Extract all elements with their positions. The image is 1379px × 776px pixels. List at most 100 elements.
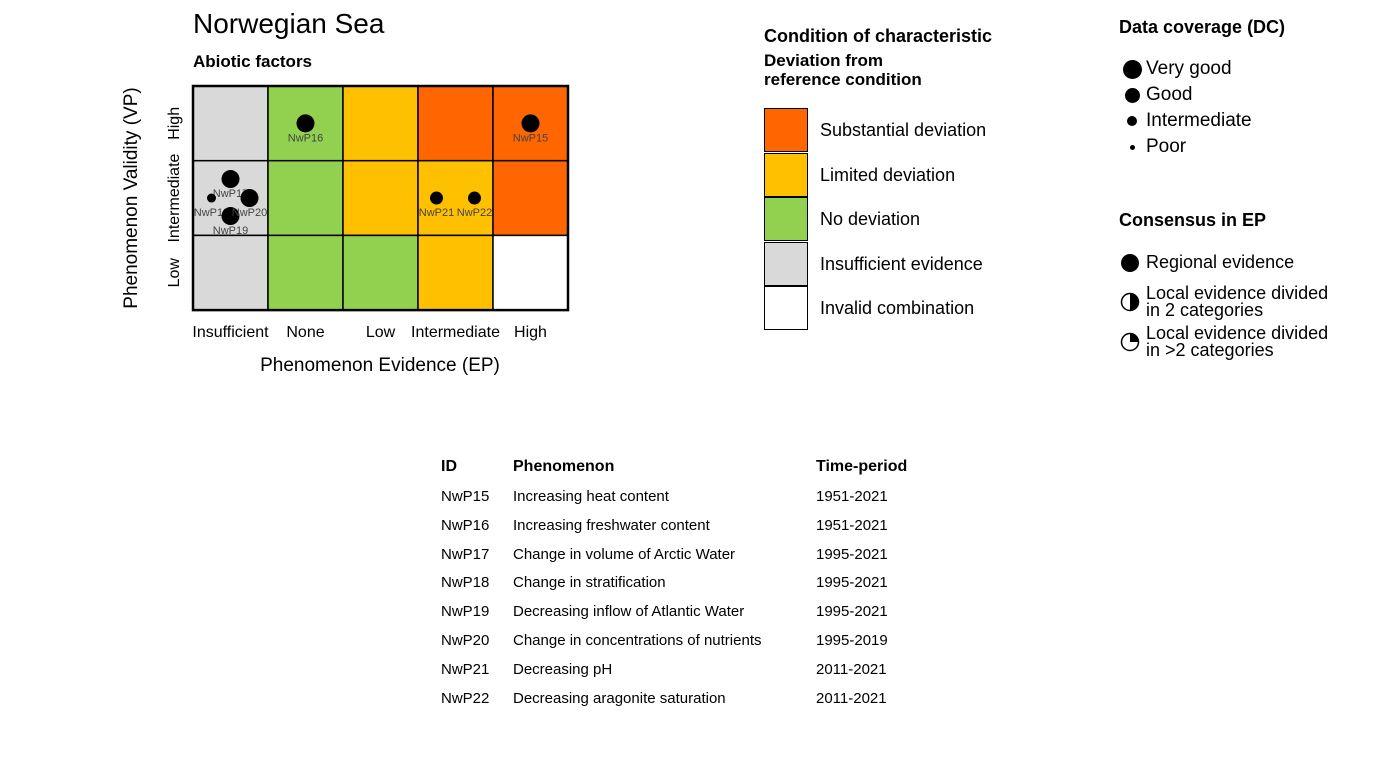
table-cell-id: NwP21 bbox=[441, 660, 490, 678]
dc-item-very-good: Very good bbox=[1120, 58, 1232, 80]
legend-swatch bbox=[764, 152, 808, 197]
table-cell-phenomenon: Decreasing inflow of Atlantic Water bbox=[513, 603, 745, 621]
data-point-NwP19 bbox=[221, 207, 240, 226]
y-axis-label: Phenomenon Validity (VP) bbox=[121, 87, 142, 308]
table-cell-time-period: 1995-2021 bbox=[816, 574, 888, 592]
table-cell-id: NwP15 bbox=[441, 488, 490, 505]
dc-item-good: Good bbox=[1120, 84, 1192, 106]
data-point-label: NwP16 bbox=[288, 132, 323, 144]
table-cell-phenomenon: Change in stratification bbox=[513, 574, 666, 592]
data-point-NwP17 bbox=[221, 170, 240, 189]
dc-label: Very good bbox=[1146, 58, 1232, 79]
table-cell-time-period: 1951-2021 bbox=[816, 516, 888, 534]
matrix-cell bbox=[342, 159, 419, 237]
data-point-NwP16 bbox=[296, 114, 315, 133]
matrix-cell bbox=[492, 234, 569, 311]
dc-legend-title: Data coverage (DC) bbox=[1119, 17, 1286, 37]
consensus-item-more: Local evidence divided in >2 categories bbox=[1120, 323, 1329, 360]
table-cell-time-period: 2011-2021 bbox=[816, 689, 887, 707]
matrix-cell bbox=[342, 85, 419, 162]
chart-title: Norwegian Sea bbox=[193, 8, 385, 39]
dc-item-intermediate: Intermediate bbox=[1120, 110, 1252, 132]
consensus-label: Regional evidence bbox=[1146, 252, 1295, 272]
data-point-NwP21 bbox=[430, 191, 443, 205]
data-point-NwP20 bbox=[240, 189, 259, 208]
legend-label: Invalid combination bbox=[820, 298, 975, 319]
full-circle-icon bbox=[1121, 253, 1139, 272]
data-point-NwP22 bbox=[468, 191, 481, 205]
matrix-cell bbox=[417, 234, 494, 311]
x-tick-label: Intermediate bbox=[411, 324, 500, 341]
x-tick-label: None bbox=[286, 324, 324, 341]
good-dot-icon bbox=[1124, 87, 1140, 103]
matrix-cell bbox=[342, 234, 419, 311]
matrix-cell bbox=[417, 85, 494, 162]
data-point-label: NwP21 bbox=[419, 207, 454, 219]
y-tick-label: Intermediate bbox=[166, 153, 183, 242]
table-cell-id: NwP18 bbox=[441, 574, 490, 592]
y-tick-label: Low bbox=[166, 258, 183, 288]
data-point-label: NwP22 bbox=[457, 207, 492, 219]
legend-label: Insufficient evidence bbox=[820, 253, 983, 274]
table-cell-phenomenon: Decreasing pH bbox=[513, 660, 613, 678]
x-axis-label: Phenomenon Evidence (EP) bbox=[260, 355, 500, 376]
data-point-label: NwP17 bbox=[213, 188, 248, 200]
quarter-circle-icon bbox=[1120, 332, 1140, 352]
consensus-label: Local evidence divided bbox=[1146, 283, 1329, 303]
table-cell-id: NwP20 bbox=[441, 632, 490, 649]
x-tick-label: Low bbox=[366, 324, 396, 341]
table-cell-phenomenon: Change in volume of Arctic Water bbox=[513, 545, 736, 563]
legend-label: No deviation bbox=[820, 209, 921, 230]
table-cell-id: NwP22 bbox=[441, 689, 490, 707]
x-tick-label: Insufficient bbox=[192, 324, 269, 341]
table-cell-phenomenon: Increasing freshwater content bbox=[513, 516, 710, 534]
condition-legend-title: Condition of characteristic bbox=[764, 26, 993, 46]
half-circle-icon bbox=[1120, 292, 1140, 312]
intermediate-dot-icon bbox=[1127, 116, 1137, 126]
legend-swatch bbox=[764, 241, 808, 286]
consensus-item-two: Local evidence divided in 2 categories bbox=[1120, 283, 1329, 320]
legend-swatch bbox=[764, 197, 808, 242]
dc-label: Poor bbox=[1146, 136, 1187, 157]
consensus-item-regional: Regional evidence bbox=[1120, 252, 1294, 273]
data-point-label: NwP20 bbox=[232, 207, 267, 219]
y-tick-label: High bbox=[166, 107, 183, 140]
table-cell-id: NwP17 bbox=[441, 545, 490, 563]
data-point-NwP18 bbox=[207, 193, 216, 203]
legend-label: Limited deviation bbox=[820, 164, 956, 185]
table-header-phenomenon: Phenomenon bbox=[513, 458, 615, 475]
matrix-cell bbox=[267, 234, 344, 311]
legend-swatch bbox=[764, 108, 808, 152]
condition-legend-subtitle: reference condition bbox=[764, 70, 922, 89]
data-point-label: NwP18 bbox=[194, 207, 229, 219]
legend-label: Substantial deviation bbox=[820, 120, 987, 140]
consensus-label: in >2 categories bbox=[1146, 340, 1274, 360]
data-point-NwP15 bbox=[521, 114, 540, 133]
table-cell-time-period: 1995-2021 bbox=[816, 545, 888, 563]
x-tick-label: High bbox=[514, 324, 547, 341]
dc-item-poor: Poor bbox=[1120, 136, 1186, 158]
table-cell-time-period: 2011-2021 bbox=[816, 660, 887, 678]
legend-swatch bbox=[764, 286, 808, 331]
table-cell-phenomenon: Change in concentrations of nutrients bbox=[513, 632, 762, 649]
consensus-label: Local evidence divided bbox=[1146, 323, 1329, 343]
consensus-label: in 2 categories bbox=[1146, 300, 1264, 320]
condition-legend-subtitle: Deviation from bbox=[764, 51, 884, 70]
poor-dot-icon bbox=[1129, 144, 1135, 150]
table-header-id: ID bbox=[441, 458, 457, 475]
matrix-cell bbox=[267, 159, 344, 237]
table-cell-time-period: 1951-2021 bbox=[816, 488, 888, 505]
table-cell-id: NwP19 bbox=[441, 603, 490, 621]
table-cell-time-period: 1995-2019 bbox=[816, 632, 888, 649]
matrix-border bbox=[191, 84, 570, 312]
data-point-label: NwP19 bbox=[213, 225, 248, 237]
consensus-legend-title: Consensus in EP bbox=[1119, 210, 1267, 230]
data-point-label: NwP15 bbox=[513, 132, 548, 144]
table-cell-phenomenon: Decreasing aragonite saturation bbox=[513, 689, 726, 707]
matrix-cell bbox=[417, 159, 494, 237]
table-cell-time-period: 1995-2021 bbox=[816, 603, 888, 621]
table-cell-id: NwP16 bbox=[441, 516, 490, 534]
dc-label: Good bbox=[1146, 84, 1193, 105]
table-header-time-period: Time-period bbox=[816, 458, 908, 475]
